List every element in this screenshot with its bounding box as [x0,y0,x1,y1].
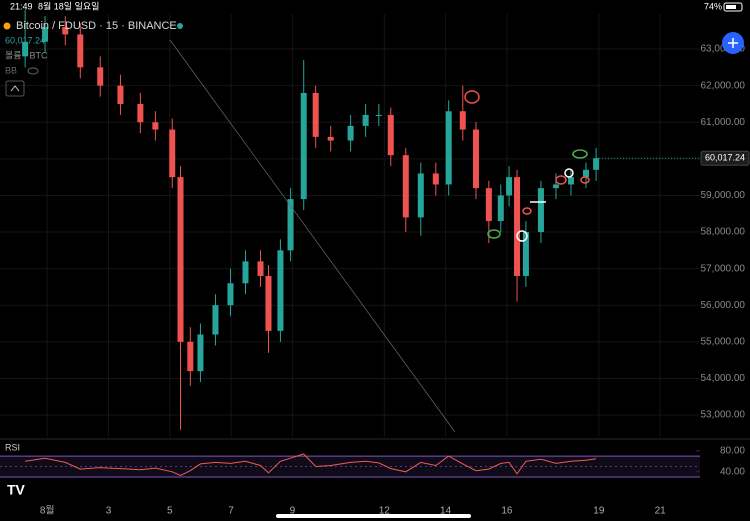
volume-label: 볼륨 · BTC [5,50,48,60]
plot: 8월 3 5 7 9 12 14 16 19 21 53,000.00 54,000.00 55,000… [0,10,750,517]
candle-body [97,67,104,86]
candle-body [432,173,439,185]
annotation-circle [580,176,590,184]
candle-body [567,177,574,185]
annotation-circle [464,90,480,104]
coin-icon [3,22,11,30]
candle-body [62,27,69,35]
candle-body [362,114,369,126]
candle-body [522,232,529,276]
annotation-circle [522,207,532,215]
candle-body [77,34,84,68]
candle-body [445,111,452,185]
last-price-box [700,150,750,166]
candle-body [552,184,559,189]
status-battery: 74% [704,1,722,11]
y-tick-label: 62,000.00 [701,80,746,91]
battery-icon [723,2,743,12]
y-tick-label: 53,000.00 [701,410,746,421]
battery-level [726,5,736,9]
candle-body [593,158,600,170]
candle-body [227,283,234,306]
x-tick-label: 12 [379,506,391,517]
chart-title: Bitcoin / FDUSD · 15 · BINANCE [16,20,177,32]
last-price-label: 60,017.24 [705,153,745,163]
header-price: 60,017.24 [5,35,45,45]
y-tick-label: 63,000.00 [701,44,746,55]
candle-body [137,103,144,123]
candle-body [169,129,176,178]
annotation-circle [516,230,528,242]
y-tick-label: 56,000.00 [701,300,746,311]
candle-body [152,122,159,130]
x-tick-label: 19 [593,506,605,517]
candle-body [212,305,219,335]
crosshair-icon [728,38,738,48]
candle-body [506,177,513,196]
x-tick-label: 3 [106,506,112,517]
candle-body [117,85,124,104]
candle-body [277,250,284,331]
y-tick-label: 57,000.00 [701,263,746,274]
candle-body [242,261,249,284]
status-date: 8월 18일 일요일 [38,0,99,11]
rsi-line [25,453,597,476]
x-tick-label: 21 [655,506,667,517]
rsi-label: RSI [5,442,20,452]
candle-body [265,275,272,331]
candle-body [582,169,589,178]
collapse-icon [10,85,20,92]
candle-body [417,173,424,218]
candle-body [187,341,194,372]
rsi-tick-label: 40.00 [720,466,745,477]
y-tick-label: 59,000.00 [701,190,746,201]
candle-body [327,136,334,141]
candle-body [22,41,29,57]
x-tick-label: 9 [290,506,296,517]
logo: TV [7,482,26,498]
candle-body [402,155,409,218]
annotation-circle [487,229,501,239]
candle-body [257,261,264,276]
annotation-circle [572,149,588,159]
indicator-label: BB [5,65,17,75]
rsi-tick-label: 80.00 [720,446,745,457]
trend-line [169,39,456,433]
y-tick-label: 54,000.00 [701,373,746,384]
visibility-toggle[interactable] [27,67,39,75]
y-tick-label: 61,000.00 [701,117,746,128]
candle-body [312,92,319,137]
candle-body [485,188,492,222]
candle-body [347,125,354,141]
annotation-circle [555,175,567,185]
candle-body [459,111,466,130]
collapse-button[interactable] [5,80,25,97]
candle-body [537,188,544,233]
market-status [177,23,183,29]
home-indicator [276,514,471,518]
candle-body [42,27,49,42]
candle-body [387,114,394,156]
candle-body [177,177,184,342]
status-time: 21:49 [10,1,33,11]
candle-body [375,114,382,116]
candle-body [497,195,504,222]
x-tick-label: 5 [167,506,173,517]
x-tick-label: 8월 [40,505,55,517]
x-tick-label: 16 [501,506,513,517]
y-tick-label: 58,000.00 [701,227,746,238]
candle-body [300,92,307,200]
candle-body [472,129,479,189]
candle-body [287,199,294,251]
candle-body [514,177,521,276]
candle-body [197,334,204,372]
x-tick-label: 7 [228,506,234,517]
y-tick-label: 55,000.00 [701,336,746,347]
annotation-circle [564,168,574,178]
x-tick-label: 14 [440,506,452,517]
